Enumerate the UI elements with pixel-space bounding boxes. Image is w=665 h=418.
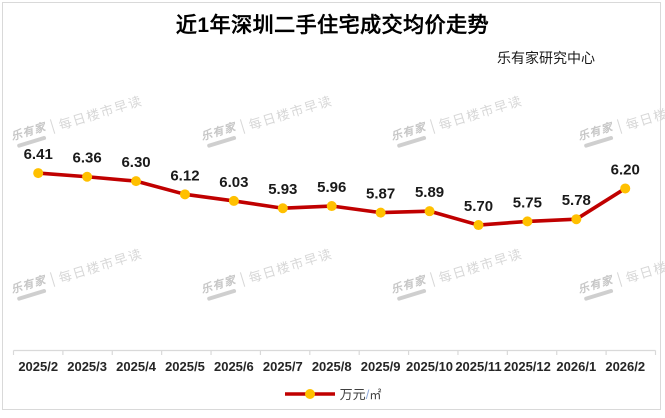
x-axis-label: 2026/2 bbox=[605, 359, 645, 374]
chart-subtitle: 乐有家研究中心 bbox=[497, 50, 595, 66]
x-axis-label: 2025/12 bbox=[504, 359, 551, 374]
legend: 万元/㎡ bbox=[0, 385, 665, 403]
data-label: 6.20 bbox=[611, 161, 640, 178]
x-axis-label: 2025/6 bbox=[214, 359, 254, 374]
data-label: 5.89 bbox=[415, 184, 444, 201]
data-point-marker bbox=[82, 171, 93, 182]
x-axis-label: 2025/11 bbox=[455, 359, 501, 374]
data-label: 5.96 bbox=[317, 179, 346, 196]
legend-per-text: ㎡ bbox=[369, 388, 382, 402]
data-label: 6.30 bbox=[121, 154, 150, 171]
data-point-marker bbox=[375, 207, 386, 218]
data-point-marker bbox=[228, 195, 239, 206]
x-axis-label: 2025/8 bbox=[312, 359, 352, 374]
data-label: 5.93 bbox=[268, 181, 297, 198]
data-label: 6.41 bbox=[24, 146, 53, 163]
data-label: 6.12 bbox=[170, 167, 199, 184]
x-axis-label: 2025/10 bbox=[406, 359, 453, 374]
data-label: 5.70 bbox=[464, 198, 493, 215]
data-label: 5.75 bbox=[513, 194, 542, 211]
legend-unit-text: 万元 bbox=[339, 387, 366, 402]
data-point-marker bbox=[424, 206, 435, 217]
data-point-marker bbox=[277, 203, 288, 214]
data-label: 6.36 bbox=[73, 150, 102, 167]
data-point-marker bbox=[131, 176, 142, 187]
x-axis-label: 2025/7 bbox=[263, 359, 303, 374]
data-point-marker bbox=[33, 168, 44, 179]
x-axis-label: 2025/2 bbox=[18, 359, 58, 374]
data-point-marker bbox=[179, 189, 190, 200]
data-point-marker bbox=[571, 214, 582, 225]
legend-slash-text: / bbox=[365, 387, 370, 402]
data-point-marker bbox=[473, 220, 484, 231]
data-point-marker bbox=[326, 201, 337, 212]
x-axis-label: 2026/1 bbox=[556, 359, 596, 374]
x-axis-label: 2025/3 bbox=[67, 359, 107, 374]
data-label: 5.78 bbox=[562, 192, 591, 209]
x-axis-label: 2025/9 bbox=[361, 359, 401, 374]
x-axis-label: 2025/5 bbox=[165, 359, 205, 374]
legend-label: 万元/㎡ bbox=[340, 384, 382, 404]
x-axis-label: 2025/4 bbox=[116, 359, 157, 374]
data-point-marker bbox=[522, 216, 533, 227]
data-label: 6.03 bbox=[219, 174, 248, 191]
legend-line-marker-icon bbox=[284, 389, 335, 399]
data-label: 5.87 bbox=[366, 186, 395, 203]
chart-title: 近1年深圳二手住宅成交均价走势 bbox=[175, 14, 490, 37]
data-point-marker bbox=[620, 183, 631, 194]
